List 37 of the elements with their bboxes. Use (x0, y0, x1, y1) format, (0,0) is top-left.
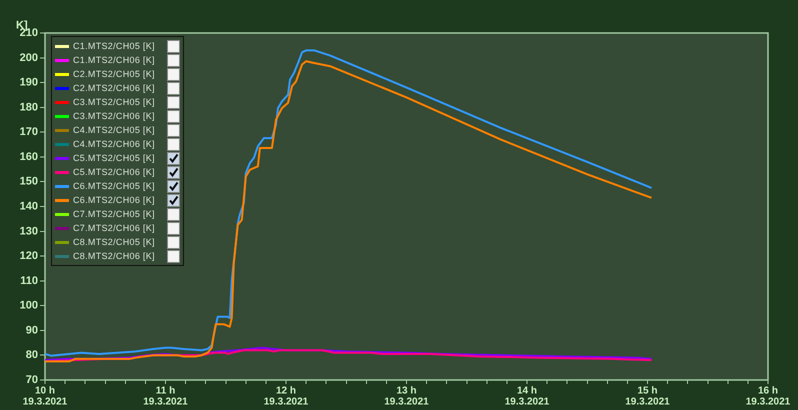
legend-label: C1.MTS2/CH06 [K] (73, 55, 156, 65)
x-tick-label: 15 h 19.3.2021 (625, 385, 670, 408)
legend-label: C4.MTS2/CH06 [K] (73, 139, 156, 149)
x-tick-label: 13 h 19.3.2021 (384, 385, 430, 408)
y-tick-label: 100 (20, 300, 38, 312)
y-tick-label: 110 (20, 274, 38, 287)
y-tick-label: 90 (26, 324, 38, 336)
y-tick-label: 70 (26, 374, 38, 386)
y-tick-label: 160 (20, 150, 38, 163)
legend-label: C4.MTS2/CH05 [K] (73, 125, 156, 135)
y-tick-label: 80 (26, 349, 38, 362)
legend-label: C1.MTS2/CH05 [K] (73, 41, 156, 51)
legend-label: C7.MTS2/CH05 [K] (73, 209, 156, 219)
legend-label: C5.MTS2/CH05 [K] (73, 153, 156, 163)
y-tick-label: 170 (20, 126, 38, 138)
legend-label: C5.MTS2/CH06 [K] (73, 167, 156, 177)
x-tick-label: 14 h 19.3.2021 (504, 385, 550, 408)
legend-label: C6.MTS2/CH05 [K] (73, 181, 156, 191)
legend-label: C2.MTS2/CH06 [K] (73, 83, 156, 93)
y-tick-label: 130 (20, 225, 38, 238)
legend-label: C3.MTS2/CH06 [K] (73, 111, 156, 121)
legend-label: C2.MTS2/CH05 [K] (73, 69, 156, 79)
y-tick-label: 150 (20, 176, 38, 188)
x-tick-label: 16 h 19.3.2021 (746, 385, 791, 408)
legend-label: C8.MTS2/CH06 [K] (73, 251, 156, 261)
legend-label: C6.MTS2/CH06 [K] (73, 195, 156, 205)
x-tick-label: 11 h 19.3.2021 (143, 385, 188, 408)
y-tick-label: 140 (20, 200, 38, 213)
x-tick-label: 12 h 19.3.2021 (264, 385, 309, 408)
legend-label: C8.MTS2/CH05 [K] (73, 237, 156, 247)
y-tick-label: 190 (20, 76, 38, 89)
y-tick-label: 120 (20, 250, 38, 262)
legend-label: C7.MTS2/CH06 [K] (73, 223, 156, 233)
y-tick-label: 200 (20, 52, 38, 64)
y-tick-label: 180 (20, 101, 38, 114)
legend-label: C3.MTS2/CH05 [K] (73, 97, 156, 107)
x-tick-label: 10 h 19.3.2021 (22, 385, 68, 408)
